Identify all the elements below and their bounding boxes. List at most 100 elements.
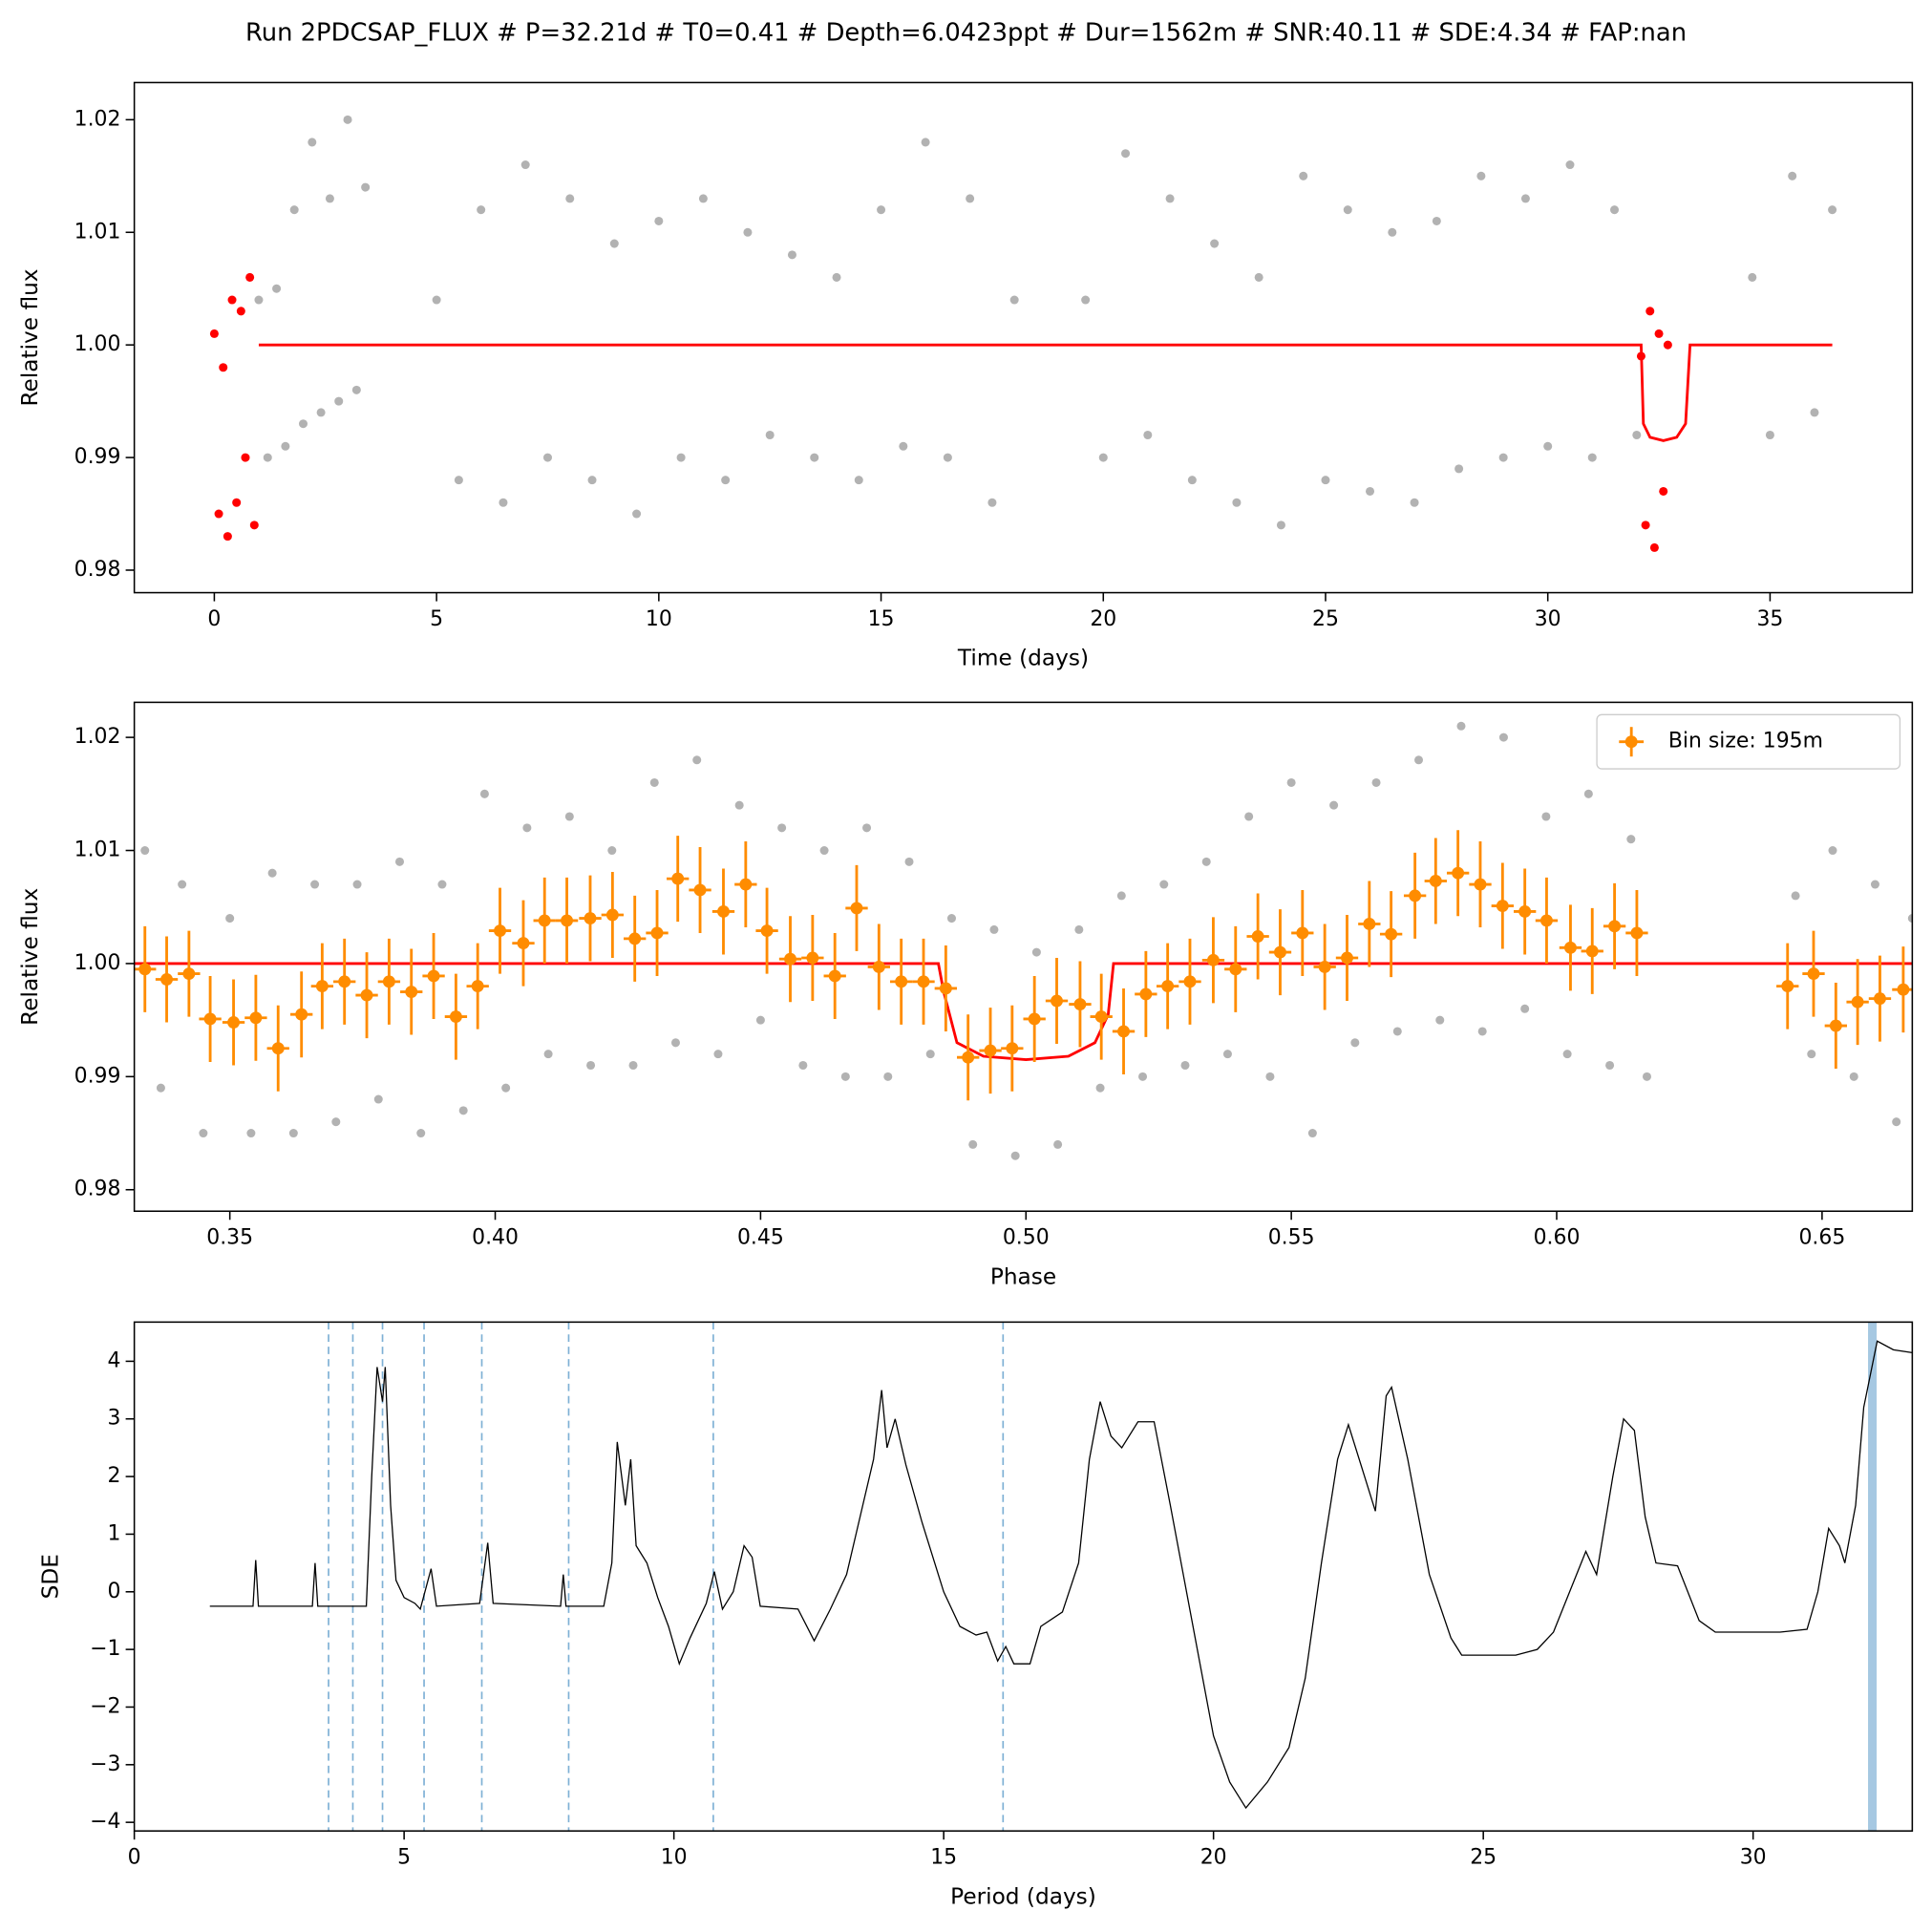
data-point	[966, 194, 975, 203]
bin-point	[138, 963, 152, 976]
data-point	[416, 1129, 426, 1138]
data-point	[1849, 1072, 1858, 1081]
data-point	[458, 1106, 468, 1115]
y-tick-label: −3	[90, 1752, 120, 1776]
bin-point	[271, 1042, 285, 1055]
data-point	[1520, 194, 1530, 203]
data-point	[609, 239, 619, 248]
line	[134, 962, 1913, 1062]
data-point	[1244, 812, 1254, 821]
data-point	[946, 914, 956, 924]
data-point	[227, 295, 237, 305]
data-point	[1562, 1050, 1572, 1059]
bin-point	[650, 926, 664, 940]
data-point	[1828, 846, 1837, 856]
data-point	[1299, 171, 1308, 180]
bin-point	[1318, 961, 1331, 973]
data-point	[1371, 777, 1381, 787]
x-tick-label: 30	[1740, 1846, 1767, 1870]
bin-point	[784, 952, 796, 966]
data-point	[1748, 272, 1757, 282]
data-point	[1350, 1038, 1360, 1048]
data-point	[272, 284, 282, 293]
x-tick-label: 0.60	[1534, 1226, 1581, 1250]
data-point	[1010, 1151, 1020, 1160]
data-point	[1892, 1117, 1901, 1127]
x-tick-label: 0	[128, 1846, 141, 1870]
data-point	[1222, 1050, 1232, 1059]
bin-point	[538, 914, 551, 927]
bin-point	[1496, 900, 1509, 912]
data-point	[1645, 307, 1655, 316]
y-tick-label: −4	[90, 1810, 120, 1834]
x-tick-label: 0.55	[1268, 1226, 1315, 1250]
x-tick-label: 10	[646, 607, 672, 631]
data-point	[310, 880, 320, 889]
data-point	[501, 1083, 511, 1093]
data-point	[670, 1038, 680, 1048]
axes-frame	[133, 701, 1914, 1213]
data-point	[1605, 1060, 1615, 1071]
bin-point	[160, 973, 173, 986]
data-point	[1031, 947, 1041, 957]
x-tick-label: 20	[1200, 1846, 1227, 1870]
bin-point	[315, 980, 329, 993]
data-point	[1610, 205, 1620, 215]
x-tick-label: 0.45	[737, 1226, 784, 1250]
bin-point	[382, 975, 395, 988]
bin-point	[605, 908, 619, 922]
data-point	[325, 194, 334, 203]
y-tick-label: −2	[90, 1694, 120, 1718]
data-point	[692, 755, 702, 765]
data-point	[862, 823, 872, 833]
data-point	[564, 812, 574, 821]
data-point	[1828, 205, 1837, 215]
data-point	[1254, 272, 1263, 282]
data-point	[223, 532, 232, 541]
data-point	[1009, 295, 1019, 305]
data-point	[1456, 721, 1466, 731]
data-point	[1870, 880, 1879, 889]
data-point	[628, 1060, 638, 1071]
bin-point	[1363, 918, 1376, 930]
data-point	[140, 846, 150, 856]
data-point	[1187, 476, 1197, 485]
bin-point	[1341, 951, 1353, 965]
figure-title: Run 2PDCSAP_FLUX # P=32.21d # T0=0.41 # …	[245, 18, 1687, 47]
data-point	[236, 307, 245, 316]
x-tick-label: 25	[1470, 1846, 1497, 1870]
x-tick-label: 25	[1312, 607, 1339, 631]
bin-point	[628, 932, 642, 945]
bin-point	[227, 1016, 241, 1029]
data-point	[713, 1050, 723, 1059]
data-point	[798, 1060, 808, 1071]
data-point	[777, 823, 787, 833]
data-point	[1286, 777, 1296, 787]
data-point	[522, 823, 532, 833]
bin-point	[517, 937, 530, 950]
bin-point	[1051, 994, 1063, 1008]
bin-point	[561, 914, 574, 927]
data-point	[1765, 430, 1774, 440]
data-point	[819, 846, 829, 856]
data-point	[1498, 453, 1508, 462]
bin-point	[360, 988, 373, 1002]
data-point	[245, 272, 255, 282]
bin-point	[939, 982, 952, 995]
y-tick-label: 0.99	[74, 1064, 121, 1088]
legend-symbol	[1624, 735, 1638, 749]
data-point	[361, 182, 371, 192]
x-tick-label: 0.65	[1798, 1226, 1845, 1250]
panel: 0 5 10 15 20 25 30 −4 −3 −2 −1 0 1 2 3 4 Period (days) SD…	[38, 1321, 1914, 1909]
data-point	[1392, 1027, 1402, 1036]
legend-box	[1596, 713, 1901, 770]
bin-point	[1006, 1042, 1019, 1055]
x-tick-label: 0.40	[472, 1226, 519, 1250]
data-point	[1265, 1072, 1275, 1081]
data-point	[373, 1094, 383, 1104]
data-point	[921, 138, 930, 147]
data-point	[649, 777, 659, 787]
data-point	[437, 880, 447, 889]
bin-point	[427, 969, 440, 983]
